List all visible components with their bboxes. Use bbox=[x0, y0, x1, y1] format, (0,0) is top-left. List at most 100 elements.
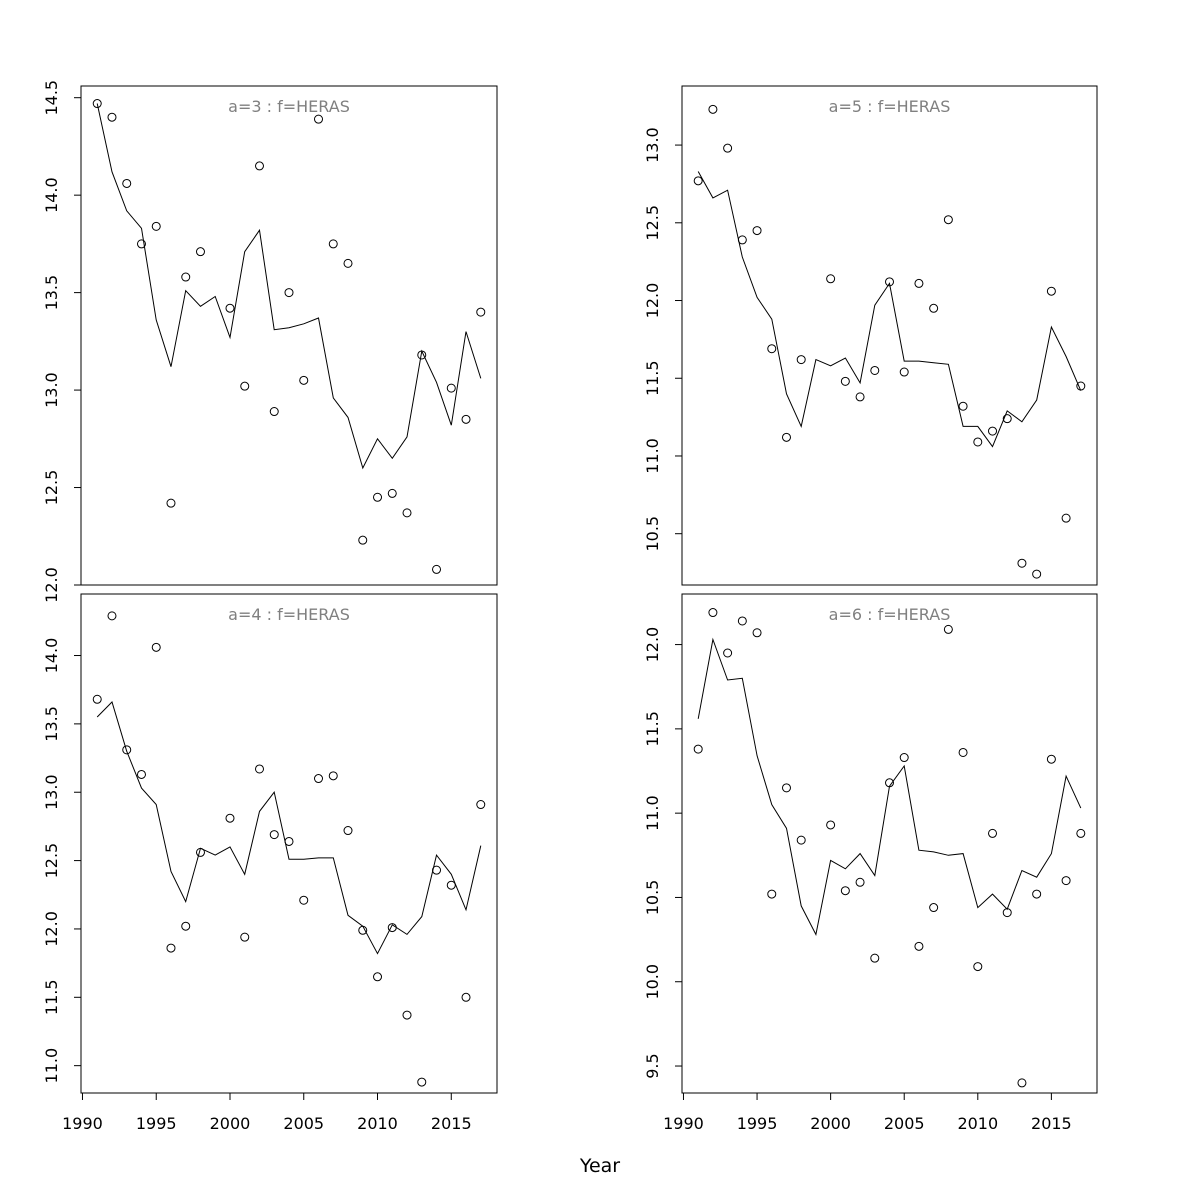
observed-point bbox=[767, 889, 777, 899]
plot-frame bbox=[80, 593, 498, 1094]
observed-point bbox=[1076, 381, 1086, 391]
y-tick-label: 11.0 bbox=[643, 795, 662, 831]
observed-point bbox=[387, 923, 397, 933]
observed-point bbox=[1046, 754, 1056, 764]
observed-point bbox=[973, 437, 983, 447]
fitted-line bbox=[697, 171, 1082, 448]
observed-point bbox=[195, 247, 205, 257]
observed-point bbox=[151, 221, 161, 231]
observed-point bbox=[181, 272, 191, 282]
y-tick-label: 13.5 bbox=[42, 706, 61, 742]
y-tick-label: 14.5 bbox=[42, 80, 61, 116]
observed-point bbox=[476, 307, 486, 317]
x-axis-label: Year bbox=[579, 1155, 621, 1177]
observed-point bbox=[855, 392, 865, 402]
observed-point bbox=[269, 407, 279, 417]
y-tick-label: 12.5 bbox=[643, 205, 662, 241]
observed-point bbox=[299, 895, 309, 905]
observed-point bbox=[870, 953, 880, 963]
y-tick-label: 12.0 bbox=[42, 567, 61, 603]
panel-0: a=3 : f=HERAS 12.0 12.5 13.0 13.5 14.0 14.5 bbox=[42, 80, 498, 603]
observed-point bbox=[767, 344, 777, 354]
observed-point bbox=[1017, 1078, 1027, 1088]
observed-point bbox=[1002, 414, 1012, 424]
panel-title: a=5 : f=HERAS bbox=[829, 97, 951, 116]
observed-point bbox=[328, 239, 338, 249]
observed-point bbox=[885, 778, 894, 788]
observed-point bbox=[373, 492, 383, 502]
y-tick-label: 9.5 bbox=[643, 1053, 662, 1078]
x-tick-label: 2010 bbox=[357, 1114, 398, 1133]
observed-point bbox=[914, 278, 924, 288]
observed-point bbox=[240, 381, 250, 391]
observed-point bbox=[796, 835, 806, 845]
observed-point bbox=[225, 303, 235, 313]
observed-point bbox=[225, 813, 235, 823]
y-tick-label: 11.5 bbox=[643, 711, 662, 747]
observed-point bbox=[166, 943, 176, 953]
y-tick-label: 12.0 bbox=[643, 627, 662, 663]
y-tick-label: 13.0 bbox=[42, 774, 61, 810]
y-tick-label: 12.5 bbox=[42, 470, 61, 506]
x-tick-label: 2005 bbox=[283, 1114, 324, 1133]
observed-point bbox=[314, 774, 324, 784]
x-tick-label: 2015 bbox=[1031, 1114, 1072, 1133]
observed-point bbox=[693, 176, 703, 186]
observed-point bbox=[840, 376, 850, 386]
observed-point bbox=[240, 932, 250, 942]
observed-point bbox=[781, 783, 791, 793]
observed-point bbox=[107, 112, 117, 122]
plot-frame bbox=[681, 85, 1098, 586]
observed-point bbox=[973, 962, 983, 972]
observed-point bbox=[358, 925, 368, 935]
y-tick-label: 11.0 bbox=[42, 1048, 61, 1084]
observed-point bbox=[914, 941, 924, 951]
observed-point bbox=[1076, 828, 1086, 838]
observed-point bbox=[417, 1077, 427, 1087]
fitted-line bbox=[96, 701, 482, 955]
observed-point bbox=[796, 355, 806, 365]
observed-point bbox=[181, 921, 191, 931]
plot-frame bbox=[681, 593, 1098, 1094]
y-tick-label: 14.0 bbox=[42, 177, 61, 213]
observed-point bbox=[402, 508, 412, 518]
observed-point bbox=[92, 694, 102, 704]
observed-point bbox=[1061, 876, 1071, 886]
x-tick-label: 2015 bbox=[431, 1114, 472, 1133]
observed-point bbox=[122, 745, 132, 755]
observed-point bbox=[446, 880, 456, 890]
observed-point bbox=[299, 375, 309, 385]
observed-point bbox=[885, 277, 894, 287]
observed-point bbox=[855, 877, 865, 887]
observed-point bbox=[166, 498, 176, 508]
y-tick-label: 12.5 bbox=[42, 843, 61, 879]
observed-point bbox=[284, 288, 294, 298]
observed-point bbox=[1046, 286, 1056, 296]
observed-point bbox=[461, 414, 471, 424]
observed-point bbox=[752, 628, 762, 638]
x-tick-label: 1995 bbox=[737, 1114, 778, 1133]
observed-point bbox=[343, 826, 353, 836]
observed-point bbox=[1061, 513, 1071, 523]
observed-point bbox=[195, 847, 205, 857]
observed-point bbox=[373, 972, 383, 982]
y-tick-label: 13.0 bbox=[643, 127, 662, 163]
panel-title: a=4 : f=HERAS bbox=[228, 605, 350, 624]
x-tick-label: 2010 bbox=[957, 1114, 998, 1133]
observed-point bbox=[107, 611, 117, 621]
y-tick-label: 12.0 bbox=[643, 283, 662, 319]
panel-3: a=6 : f=HERAS 9.5 10.0 10.5 11.0 11.5 12.0 1990… bbox=[643, 593, 1098, 1133]
observed-point bbox=[870, 365, 880, 375]
panel-1: a=5 : f=HERAS 10.5 11.0 11.5 12.0 12.5 13.0 bbox=[643, 85, 1098, 586]
observed-point bbox=[826, 820, 836, 830]
y-tick-label: 11.5 bbox=[643, 360, 662, 396]
observed-point bbox=[840, 886, 850, 896]
observed-point bbox=[737, 235, 747, 245]
observed-point bbox=[737, 616, 747, 626]
observed-point bbox=[943, 215, 953, 225]
observed-point bbox=[343, 258, 353, 268]
y-tick-label: 14.0 bbox=[42, 638, 61, 674]
observed-point bbox=[402, 1010, 412, 1020]
observed-point bbox=[899, 367, 909, 377]
